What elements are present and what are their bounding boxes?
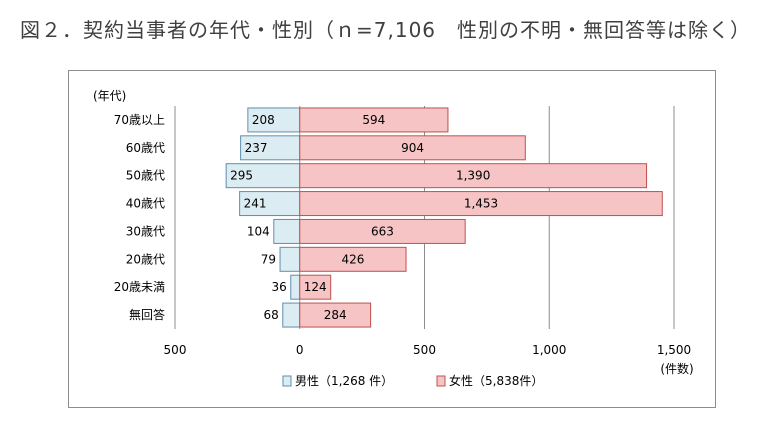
legend-label: 男性（1,268 件） bbox=[295, 374, 393, 388]
data-label-female: 594 bbox=[362, 113, 385, 127]
bar-male bbox=[282, 302, 301, 328]
data-label-female: 663 bbox=[371, 224, 394, 238]
x-tick-labels: 500 0 500 1,000 1,500 bbox=[164, 343, 692, 357]
bar-male bbox=[273, 218, 301, 244]
bar-female bbox=[299, 107, 449, 133]
data-label-female: 1,390 bbox=[456, 169, 490, 183]
category-label: 無回答 bbox=[129, 307, 165, 322]
data-label-female: 426 bbox=[341, 252, 364, 266]
bars: 208 594 237 904 295 1,390 241 1,453 104 663 79 426 3… bbox=[225, 107, 663, 328]
bar-female bbox=[299, 218, 466, 244]
bar-male bbox=[279, 246, 301, 272]
bar-female bbox=[299, 163, 648, 189]
data-label-male: 68 bbox=[264, 308, 279, 322]
data-label-male: 241 bbox=[244, 197, 267, 211]
legend-swatch bbox=[282, 375, 292, 387]
category-label: 70歳以上 bbox=[114, 113, 165, 127]
data-label-female: 124 bbox=[304, 280, 327, 294]
bar-female bbox=[299, 246, 407, 272]
legend-label: 女性（5,838件） bbox=[449, 373, 543, 388]
data-label-female: 1,453 bbox=[464, 197, 498, 211]
data-label-male: 237 bbox=[245, 141, 268, 155]
category-label: 40歳代 bbox=[126, 197, 165, 211]
legend: 男性（1,268 件） 女性（5,838件） bbox=[282, 373, 543, 388]
legend-swatch bbox=[436, 375, 446, 387]
x-tick-label: 1,500 bbox=[657, 343, 691, 357]
x-tick-label: 500 bbox=[413, 343, 436, 357]
category-label: 60歳代 bbox=[126, 141, 165, 155]
bar-female bbox=[299, 191, 663, 217]
data-label-female: 904 bbox=[401, 141, 424, 155]
bar-female bbox=[299, 274, 332, 300]
figure-title: 図２．契約当事者の年代・性別（ｎ=7,106 性別の不明・無回答等は除く） bbox=[20, 18, 752, 42]
x-tick-label: 500 bbox=[164, 343, 187, 357]
bar-male bbox=[290, 274, 301, 300]
category-label: 20歳代 bbox=[126, 252, 165, 266]
category-label: 50歳代 bbox=[126, 169, 165, 183]
x-axis-unit: (件数) bbox=[660, 361, 693, 376]
y-axis-title: (年代) bbox=[93, 89, 126, 103]
x-tick-label: 1,000 bbox=[532, 343, 566, 357]
bar-female bbox=[299, 135, 526, 161]
data-label-male: 36 bbox=[271, 280, 286, 294]
population-pyramid-chart: (年代) 208 594 237 904 295 1,390 241 1,453 104 663 7… bbox=[93, 89, 694, 388]
data-label-male: 79 bbox=[261, 252, 276, 266]
data-label-female: 284 bbox=[324, 308, 347, 322]
data-label-male: 104 bbox=[247, 224, 270, 238]
category-label: 20歳未満 bbox=[114, 280, 165, 294]
category-label: 30歳代 bbox=[126, 224, 165, 238]
bar-female bbox=[299, 302, 372, 328]
chart-frame: (年代) 208 594 237 904 295 1,390 241 1,453 104 663 7… bbox=[68, 70, 716, 408]
data-label-male: 208 bbox=[252, 113, 275, 127]
x-tick-label: 0 bbox=[296, 343, 304, 357]
data-label-male: 295 bbox=[230, 169, 253, 183]
